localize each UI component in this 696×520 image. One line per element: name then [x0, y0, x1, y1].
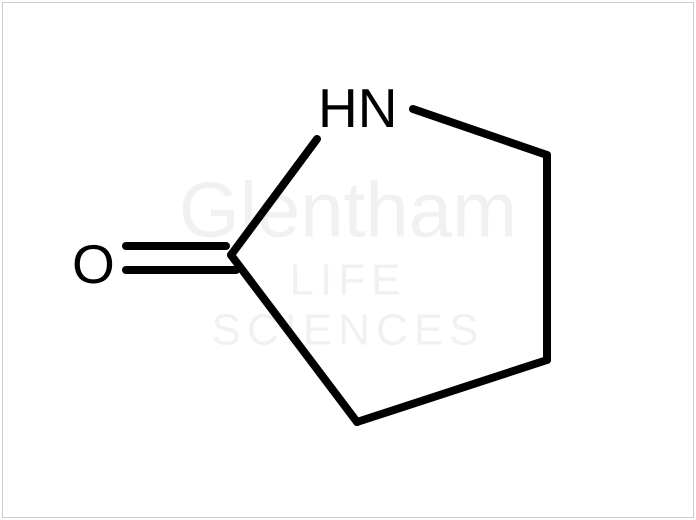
bond-line [231, 255, 357, 422]
atom-label-N: HN [318, 76, 397, 140]
bond-line [413, 109, 547, 155]
atom-label-O: O [72, 232, 115, 296]
bond-line [357, 360, 547, 422]
bond-line [231, 139, 317, 255]
